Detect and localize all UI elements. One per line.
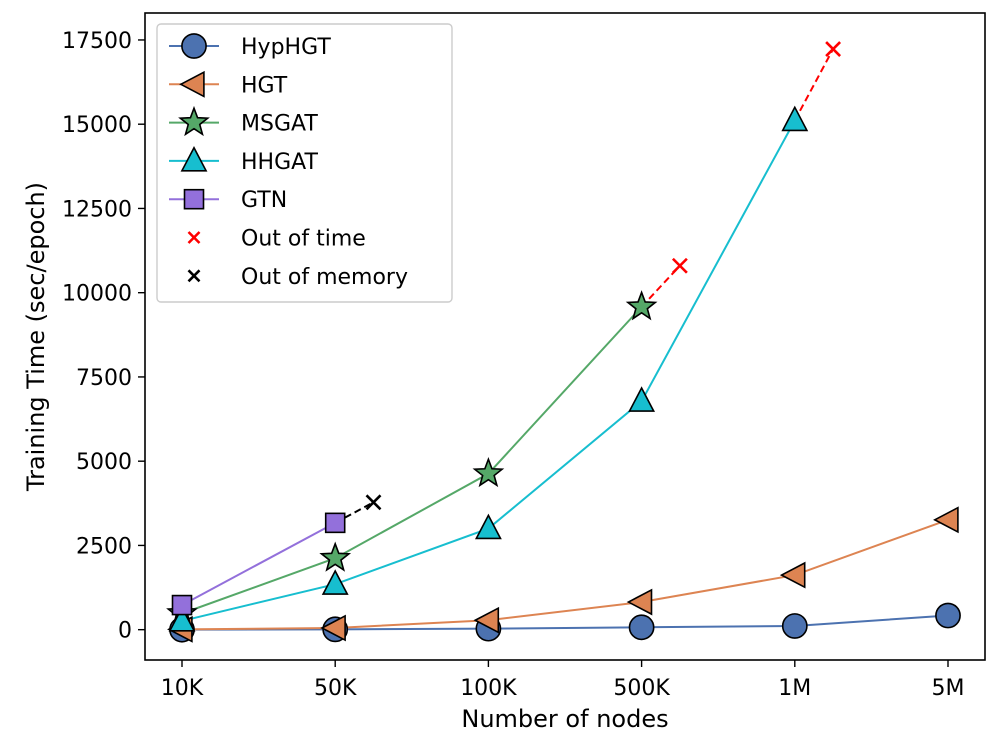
data-point-hhgat xyxy=(321,569,349,595)
series-line-hyphgt xyxy=(181,614,949,631)
x-tick-label: 1M xyxy=(778,676,811,701)
failure-line-hhgat xyxy=(793,48,834,121)
legend-marker-hyphgt xyxy=(181,33,207,59)
data-point-hhgat xyxy=(168,605,196,632)
x-tick-label: 10K xyxy=(161,676,204,701)
x-tick-label: 500K xyxy=(613,676,670,701)
legend-label-gtn: GTN xyxy=(241,188,287,213)
legend-label-hhgat: HHGAT xyxy=(241,150,318,175)
data-point-hgt xyxy=(473,606,500,634)
data-point-hgt xyxy=(933,506,959,534)
data-point-msgat xyxy=(319,541,352,572)
legend-marker-hgt xyxy=(179,70,205,98)
legend-label-msgat: MSGAT xyxy=(241,112,318,137)
y-tick-label: 2500 xyxy=(76,534,132,559)
data-point-msgat xyxy=(625,290,658,321)
plot-frame xyxy=(144,12,986,661)
series-line-gtn xyxy=(181,521,336,606)
y-tick-label: 15000 xyxy=(62,113,132,138)
failure-line-gtn xyxy=(334,501,374,524)
legend-marker-hhgat xyxy=(180,145,208,172)
x-axis-label: Number of nodes xyxy=(461,705,668,733)
legend-label-out-of-memory: Out of memory xyxy=(241,265,408,290)
legend-marker-out-of-memory xyxy=(187,269,201,283)
failure-marker-gtn xyxy=(365,494,382,511)
data-point-hyphgt xyxy=(935,602,961,629)
data-point-hgt xyxy=(320,614,346,642)
y-tick-label: 10000 xyxy=(62,282,132,307)
x-tick-label: 100K xyxy=(460,676,517,701)
data-point-msgat xyxy=(472,456,505,488)
failure-marker-msgat xyxy=(671,257,688,274)
x-tick-label: 5M xyxy=(932,676,965,701)
failure-marker-hhgat xyxy=(825,41,842,57)
y-tick-label: 12500 xyxy=(62,197,132,222)
series-line-hgt xyxy=(181,518,949,631)
data-point-hhgat xyxy=(781,105,809,132)
legend-label-out-of-time: Out of time xyxy=(241,227,366,252)
legend-label-hgt: HGT xyxy=(241,73,288,98)
legend-label-hyphgt: HypHGT xyxy=(241,35,331,60)
data-point-hhgat xyxy=(474,513,502,540)
y-tick-label: 0 xyxy=(118,619,132,644)
series-line-msgat xyxy=(181,306,643,615)
data-point-gtn xyxy=(324,512,346,534)
data-point-hyphgt xyxy=(781,613,808,639)
legend-marker-out-of-time xyxy=(187,231,201,244)
legend-marker-gtn xyxy=(183,188,205,210)
data-point-gtn xyxy=(171,594,193,616)
data-point-hgt xyxy=(779,561,806,589)
y-tick-label: 5000 xyxy=(76,450,132,475)
data-point-hhgat xyxy=(628,386,656,412)
data-point-hyphgt xyxy=(628,614,655,641)
data-point-hgt xyxy=(626,588,653,616)
y-tick-label: 7500 xyxy=(76,366,132,391)
y-tick-label: 17500 xyxy=(62,29,132,54)
x-tick-label: 50K xyxy=(314,676,357,701)
legend xyxy=(156,23,453,303)
y-axis-label: Training Time (sec/epoch) xyxy=(22,182,50,492)
legend-marker-msgat xyxy=(178,105,210,137)
